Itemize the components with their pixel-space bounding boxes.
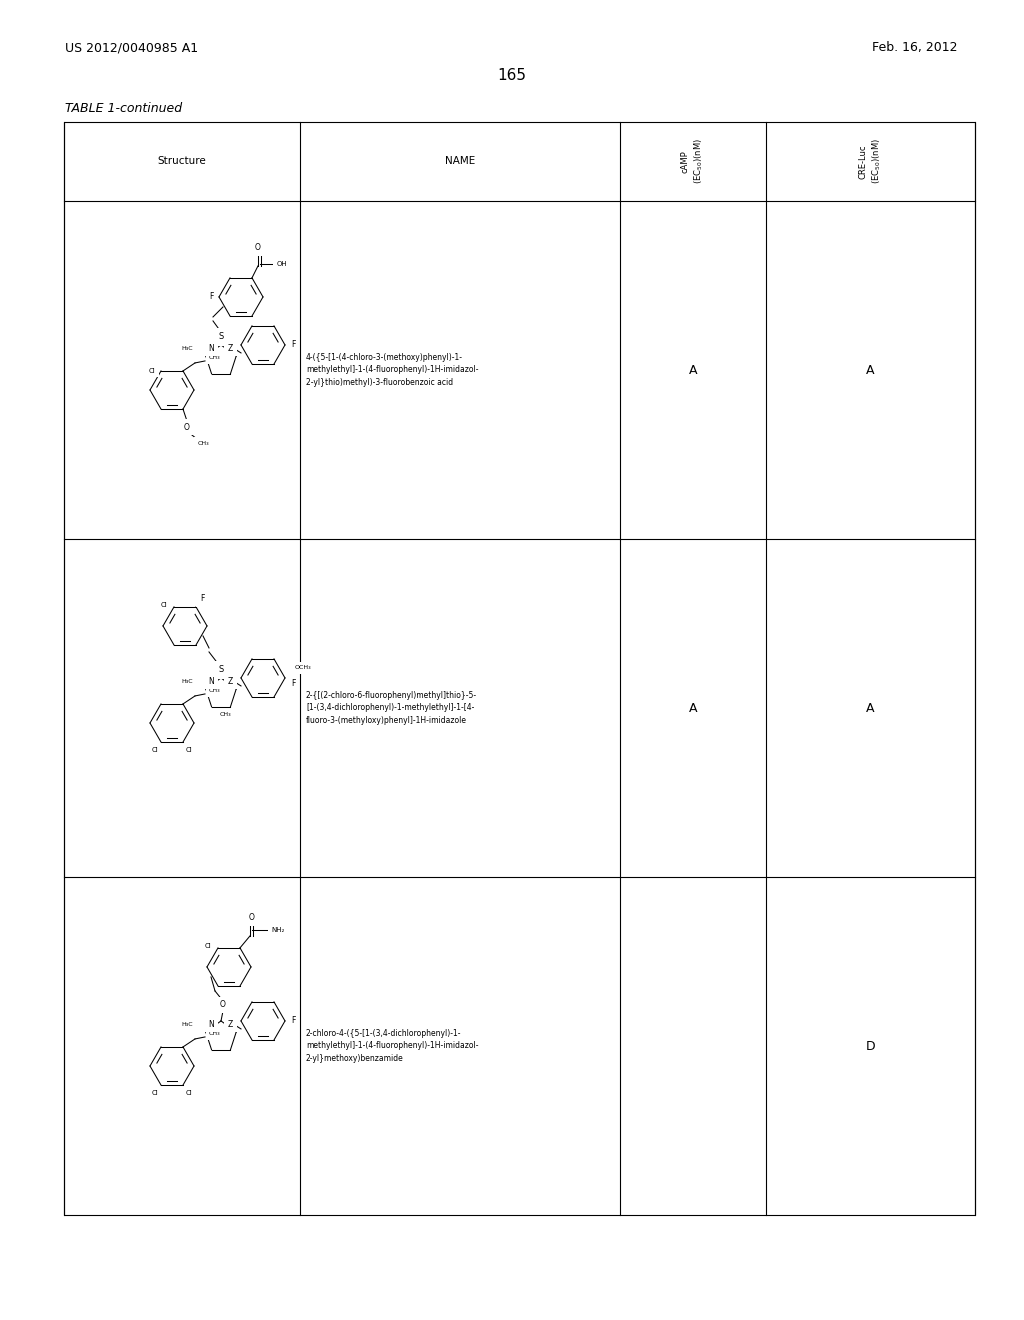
Bar (63, 121, 975, 1214)
Text: F: F (200, 594, 204, 603)
Text: US 2012/0040985 A1: US 2012/0040985 A1 (65, 41, 198, 54)
Text: Cl: Cl (152, 747, 159, 752)
Text: A: A (689, 363, 697, 376)
Text: TABLE 1-continued: TABLE 1-continued (65, 102, 182, 115)
Text: Structure: Structure (158, 157, 207, 166)
Text: F: F (291, 341, 295, 350)
Text: D: D (865, 1040, 876, 1052)
Text: A: A (866, 363, 874, 376)
Text: F: F (209, 293, 213, 301)
Text: Cl: Cl (148, 368, 156, 374)
Text: Z: Z (228, 677, 233, 685)
Text: CH₃: CH₃ (198, 441, 209, 446)
Text: S: S (218, 333, 223, 342)
Text: Feb. 16, 2012: Feb. 16, 2012 (872, 41, 958, 54)
Text: A: A (866, 701, 874, 714)
Text: O: O (249, 913, 255, 923)
Text: Cl: Cl (152, 1090, 159, 1096)
Text: F: F (291, 1016, 295, 1026)
Text: CH₃: CH₃ (209, 355, 220, 360)
Text: O: O (220, 1001, 226, 1010)
Text: S: S (218, 665, 223, 675)
Text: OH: OH (276, 261, 288, 267)
Text: H₃C: H₃C (181, 680, 193, 685)
Text: NH₂: NH₂ (271, 927, 285, 933)
Text: H₃C: H₃C (181, 346, 193, 351)
Text: Cl: Cl (185, 1090, 193, 1096)
Text: O: O (255, 243, 261, 252)
Text: Cl: Cl (185, 747, 193, 752)
Text: F: F (291, 680, 295, 689)
Text: Z: Z (228, 343, 233, 352)
Text: 165: 165 (498, 67, 526, 82)
Text: Cl: Cl (205, 942, 211, 949)
Text: CRE-Luc
(EC$_{50}$)(nM): CRE-Luc (EC$_{50}$)(nM) (858, 139, 883, 185)
Text: Cl: Cl (161, 602, 167, 609)
Text: Z: Z (228, 1019, 233, 1028)
Text: CH₃: CH₃ (209, 1031, 220, 1036)
Text: CH₃: CH₃ (219, 713, 230, 718)
Text: A: A (689, 701, 697, 714)
Text: 2-chloro-4-({5-[1-(3,4-dichlorophenyl)-1-
methylethyl]-1-(4-fluorophenyl)-1H-imi: 2-chloro-4-({5-[1-(3,4-dichlorophenyl)-1… (306, 1030, 478, 1063)
Text: OCH₃: OCH₃ (295, 665, 311, 671)
Text: N: N (209, 677, 214, 685)
Text: 2-{[(2-chloro-6-fluorophenyl)methyl]thio}-5-
[1-(3,4-dichlorophenyl)-1-methyleth: 2-{[(2-chloro-6-fluorophenyl)methyl]thio… (306, 690, 477, 725)
Text: CH₃: CH₃ (209, 689, 220, 693)
Text: 4-({5-[1-(4-chloro-3-(methoxy)phenyl)-1-
methylethyl]-1-(4-fluorophenyl)-1H-imid: 4-({5-[1-(4-chloro-3-(methoxy)phenyl)-1-… (306, 352, 478, 387)
Text: N: N (209, 343, 214, 352)
Text: H₃C: H₃C (181, 1023, 193, 1027)
Text: NAME: NAME (444, 157, 475, 166)
Text: N: N (209, 1019, 214, 1028)
Text: O: O (184, 422, 189, 432)
Text: cAMP
(EC$_{50}$)(nM): cAMP (EC$_{50}$)(nM) (681, 139, 706, 185)
